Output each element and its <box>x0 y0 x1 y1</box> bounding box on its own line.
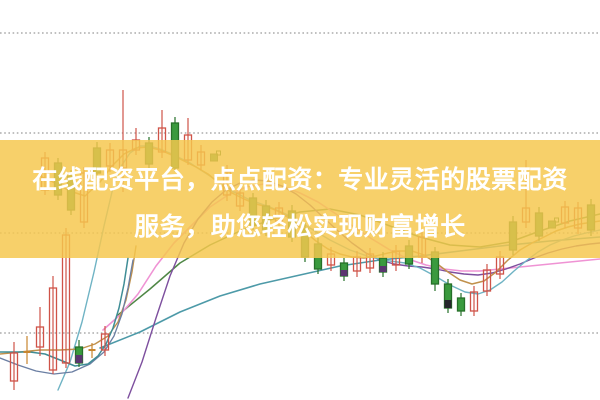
candle-up <box>100 333 110 351</box>
promo-text-line2: 服务，助您轻松实现财富增长 <box>134 213 466 241</box>
promo-text: 在线配资平台，点点配资：专业灵活的股票配资 服务，助您轻松实现财富增长 <box>0 157 600 251</box>
candle-dark-cap <box>340 270 348 276</box>
candle-up <box>352 256 362 272</box>
candle-up <box>365 253 375 269</box>
candle-up <box>61 234 71 364</box>
candle-up <box>326 253 336 266</box>
candle-up <box>35 326 45 348</box>
candle-up <box>391 250 401 266</box>
ma-slate-left <box>0 259 134 375</box>
candle-dark-cap <box>379 266 387 272</box>
promo-text-line1: 在线配资平台，点点配资：专业灵活的股票配资 <box>32 166 568 194</box>
candle-down <box>456 297 466 312</box>
candle-up <box>157 127 167 153</box>
candle-down <box>430 251 440 285</box>
candle-up <box>482 269 492 292</box>
candle-dark-cap <box>75 355 83 363</box>
candle-up <box>9 352 19 382</box>
candle-up <box>495 256 505 275</box>
candle-up <box>48 287 58 371</box>
candle-dark-cap <box>444 300 452 308</box>
candle-up <box>469 291 479 312</box>
candle-up <box>131 139 141 151</box>
ma-teal-left <box>0 257 129 367</box>
